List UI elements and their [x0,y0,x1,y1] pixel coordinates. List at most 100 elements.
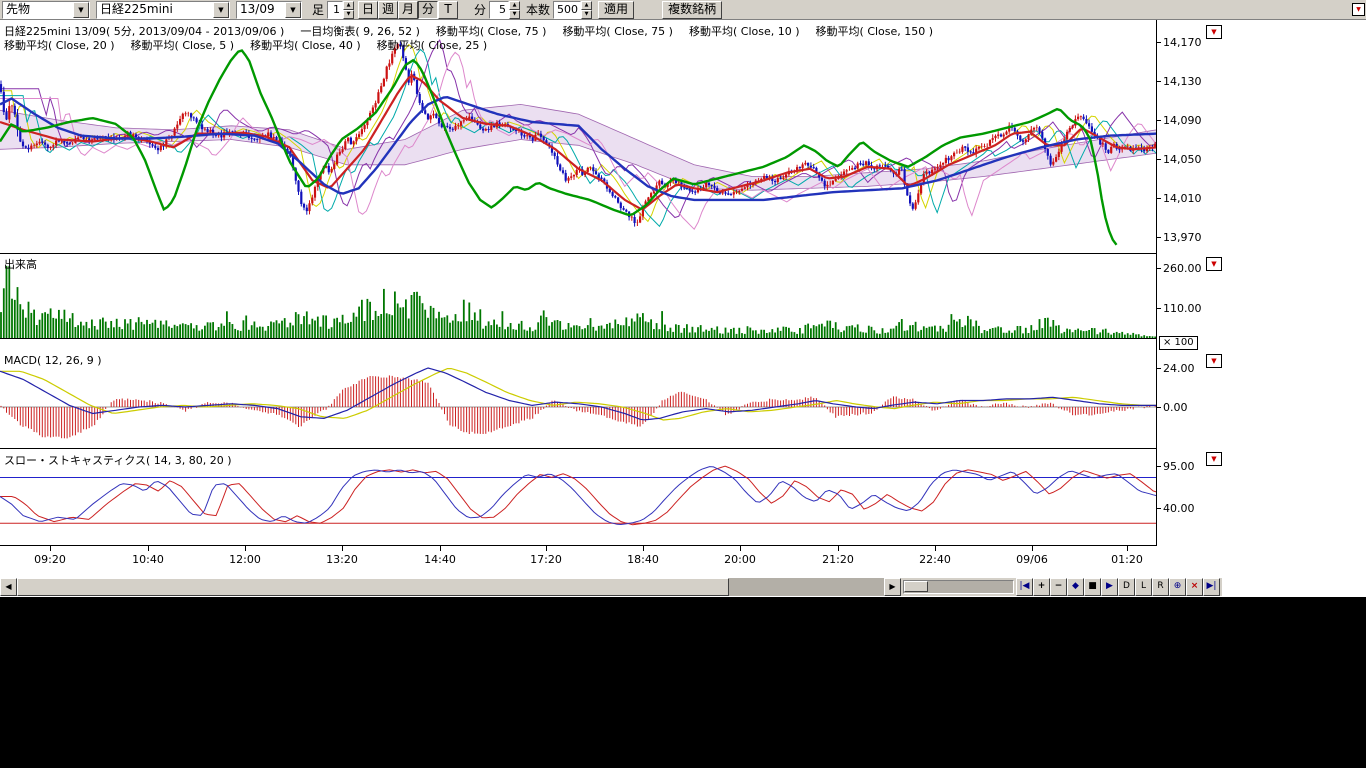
time-tick [740,546,741,551]
axis-tick [1157,81,1161,82]
axis-tick [1157,308,1161,309]
magnify-button[interactable]: ⊕ [1169,578,1186,596]
axis-tick [1157,508,1161,509]
time-tick [838,546,839,551]
play-button[interactable]: ▶ [1101,578,1118,596]
contract-month-value: 13/09 [237,2,285,18]
secondary-slider-thumb[interactable] [904,581,928,592]
spin-up-icon[interactable]: ▲ [509,1,520,10]
axis-tick [1157,159,1161,160]
stop-button[interactable]: ■ [1084,578,1101,596]
axis-label: 24.00 [1163,362,1195,375]
category-select-value: 先物 [3,2,73,18]
bars-spinner[interactable]: 500 ▲ ▼ [553,1,592,19]
axis-label: 14,090 [1163,114,1202,127]
chevron-down-icon[interactable]: ▼ [285,2,301,18]
chart-nav-button-group: |◀+−◆■▶DLR⊕×▶| [1016,578,1220,596]
indicator-label: 移動平均( Close, 20 ) [4,39,115,52]
chart-plot-area[interactable]: 日経225mini 13/09( 5分, 2013/09/04 - 2013/0… [0,20,1157,546]
spin-down-icon[interactable]: ▼ [581,10,592,19]
axis-label: 14,130 [1163,75,1202,88]
spin-up-icon[interactable]: ▲ [581,1,592,10]
interval-button-T[interactable]: T [438,1,458,19]
time-tick [245,546,246,551]
indicator-label: 移動平均( Close, 5 ) [131,39,235,52]
axis-label: 14,010 [1163,192,1202,205]
bars-input[interactable]: 500 [553,1,581,19]
toolbar: 先物 ▼ 日経225mini ▼ 13/09 ▼ 足 1 ▲ ▼ 日週月分T 分… [0,0,1366,20]
minute-input[interactable]: 5 [489,1,509,19]
chart-application-window: 先物 ▼ 日経225mini ▼ 13/09 ▼ 足 1 ▲ ▼ 日週月分T 分… [0,0,1366,597]
spin-down-icon[interactable]: ▼ [343,10,354,19]
scrollbar-track[interactable] [17,578,884,596]
chevron-down-icon[interactable]: ▼ [73,2,89,18]
time-label: 09/06 [1002,553,1062,566]
time-label: 20:00 [710,553,770,566]
time-label: 18:40 [613,553,673,566]
axis-tick [1157,466,1161,467]
indicator-label: 移動平均( Close, 25 ) [377,39,488,52]
volume-pane-title: 出来高 [4,256,37,272]
contract-month-select[interactable]: 13/09 ▼ [236,1,302,19]
axis-tick [1157,198,1161,199]
interval-button-月[interactable]: 月 [398,1,418,19]
volume-pane-menu-button[interactable]: ▼ [1206,257,1222,271]
axis-label: 260.00 [1163,262,1202,275]
category-select[interactable]: 先物 ▼ [2,1,90,19]
line-mode-button[interactable]: L [1135,578,1152,596]
stoch-pane-title: スロー・ストキャスティクス( 14, 3, 80, 20 ) [4,452,232,468]
multi-symbol-button[interactable]: 複数銘柄 [662,1,722,19]
chevron-down-icon[interactable]: ▼ [213,2,229,18]
indicator-label: 移動平均( Close, 75 ) [562,25,673,38]
time-tick [935,546,936,551]
jump-marker-button[interactable]: ◆ [1067,578,1084,596]
axis-label: 40.00 [1163,502,1195,515]
time-tick [342,546,343,551]
toolbar-corner-menu-button[interactable]: ▼ [1352,3,1365,16]
jump-end-button[interactable]: ▶| [1203,578,1220,596]
interval-count-input[interactable]: 1 [327,1,343,19]
axis-tick [1157,42,1161,43]
time-tick [546,546,547,551]
scroll-left-button[interactable]: ◀ [0,578,17,596]
time-tick [1127,546,1128,551]
axis-label: 110.00 [1163,302,1202,315]
day-mode-button[interactable]: D [1118,578,1135,596]
zoom-in-button[interactable]: + [1033,578,1050,596]
reset-button[interactable]: R [1152,578,1169,596]
macd-pane-title: MACD( 12, 26, 9 ) [4,354,102,367]
symbol-select-value: 日経225mini [97,2,213,18]
interval-button-日[interactable]: 日 [358,1,378,19]
scrollbar-thumb[interactable] [17,578,729,596]
volume-multiplier-box: × 100 [1159,336,1198,350]
scroll-right-button[interactable]: ▶ [884,578,901,596]
axis-tick [1157,407,1161,408]
interval-button-分[interactable]: 分 [418,1,438,19]
interval-button-週[interactable]: 週 [378,1,398,19]
spin-up-icon[interactable]: ▲ [343,1,354,10]
indicator-label: 移動平均( Close, 40 ) [250,39,361,52]
time-label: 09:20 [20,553,80,566]
interval-count-spinner[interactable]: 1 ▲ ▼ [327,1,354,19]
spin-down-icon[interactable]: ▼ [509,10,520,19]
symbol-select[interactable]: 日経225mini ▼ [96,1,230,19]
close-button[interactable]: × [1186,578,1203,596]
axis-tick [1157,237,1161,238]
jump-start-button[interactable]: |◀ [1016,578,1033,596]
stoch-pane-menu-button[interactable]: ▼ [1206,452,1222,466]
macd-pane-menu-button[interactable]: ▼ [1206,354,1222,368]
horizontal-scrollbar: ◀ ▶ |◀+−◆■▶DLR⊕×▶| [0,578,1222,596]
time-label: 21:20 [808,553,868,566]
time-label: 12:00 [215,553,275,566]
zoom-out-button[interactable]: − [1050,578,1067,596]
axis-label: 13,970 [1163,231,1202,244]
minute-spinner[interactable]: 5 ▲ ▼ [489,1,520,19]
time-label: 14:40 [410,553,470,566]
price-pane-menu-button[interactable]: ▼ [1206,25,1222,39]
bars-label: 本数 [526,1,550,18]
time-label: 10:40 [118,553,178,566]
axis-label: 14,170 [1163,36,1202,49]
apply-button[interactable]: 適用 [598,1,634,19]
axis-label: 95.00 [1163,460,1195,473]
secondary-slider-track[interactable] [903,580,1014,594]
